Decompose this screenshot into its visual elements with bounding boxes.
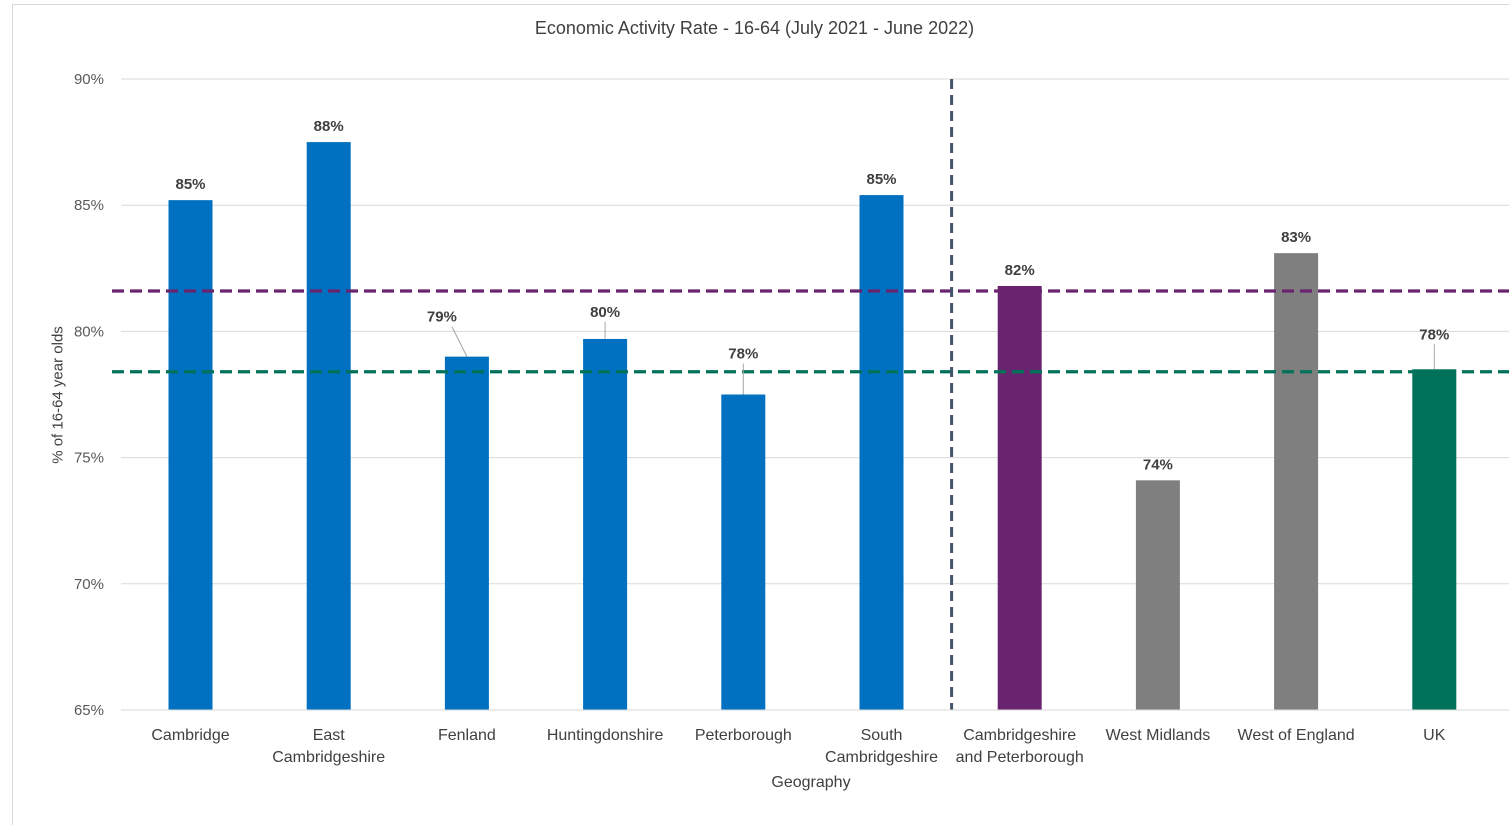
x-tick-label: Huntingdonshire [547,727,664,744]
y-tick-label: 70% [74,576,104,593]
y-tick-label: 80% [74,323,104,340]
x-tick-label: East [313,727,346,744]
x-tick-label: West Midlands [1106,727,1211,744]
bar [306,142,351,711]
x-tick-label: Cambridgeshire [825,749,938,766]
y-tick-label: 90% [74,71,104,88]
x-axis-label: Geography [771,774,851,791]
x-tick-label: UK [1423,727,1446,744]
x-tick-label: Cambridge [151,727,229,744]
data-label: 78% [1419,326,1449,343]
y-tick-label: 65% [74,702,104,719]
data-label: 82% [1005,262,1035,279]
leader-line [451,326,468,357]
y-tick-label: 75% [74,450,104,467]
data-label: 83% [1281,229,1311,246]
bar [1412,369,1457,710]
chart-title: Economic Activity Rate - 16-64 (July 202… [534,18,975,38]
bar [1274,253,1319,710]
x-tick-label: Peterborough [695,727,792,744]
x-tick-label: Cambridgeshire [272,749,385,766]
data-label: 85% [175,176,205,193]
data-label: 74% [1143,456,1173,473]
bar [721,394,766,710]
x-tick-label: Cambridgeshire [963,727,1076,744]
data-label: 88% [314,118,344,135]
x-tick-label: and Peterborough [956,749,1084,766]
bar [444,356,489,710]
bar [997,285,1042,710]
bar [1135,480,1180,710]
x-tick-label: West of England [1238,727,1355,744]
data-label: 80% [590,304,620,321]
bar [168,200,213,711]
y-tick-label: 85% [74,197,104,214]
data-label: 79% [427,309,457,326]
chart-frame [12,4,1509,825]
data-label: 85% [866,171,896,188]
x-tick-label: South [861,727,903,744]
data-label: 78% [728,346,758,363]
bar [583,338,628,710]
x-tick-label: Fenland [438,727,496,744]
bar [859,195,904,710]
